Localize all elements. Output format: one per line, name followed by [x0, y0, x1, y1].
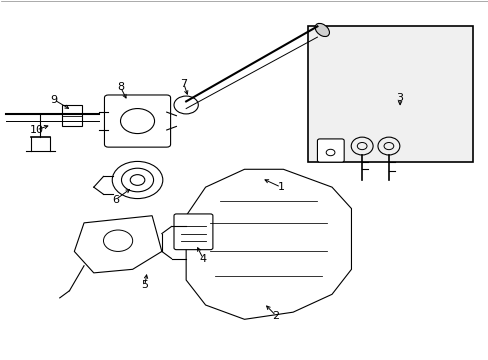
Text: 10: 10 — [29, 125, 43, 135]
Bar — [62, 105, 81, 126]
Text: 7: 7 — [180, 78, 187, 89]
Text: 3: 3 — [396, 93, 403, 103]
Bar — [307, 26, 472, 162]
Text: 8: 8 — [117, 82, 124, 92]
Text: 1: 1 — [277, 182, 284, 192]
Ellipse shape — [314, 23, 329, 37]
Text: 6: 6 — [112, 195, 119, 204]
FancyBboxPatch shape — [174, 214, 212, 249]
Text: 9: 9 — [50, 95, 58, 105]
Text: 4: 4 — [199, 253, 206, 264]
FancyBboxPatch shape — [317, 139, 344, 162]
Text: 2: 2 — [272, 311, 279, 321]
Text: 5: 5 — [141, 280, 148, 291]
FancyBboxPatch shape — [104, 95, 170, 147]
